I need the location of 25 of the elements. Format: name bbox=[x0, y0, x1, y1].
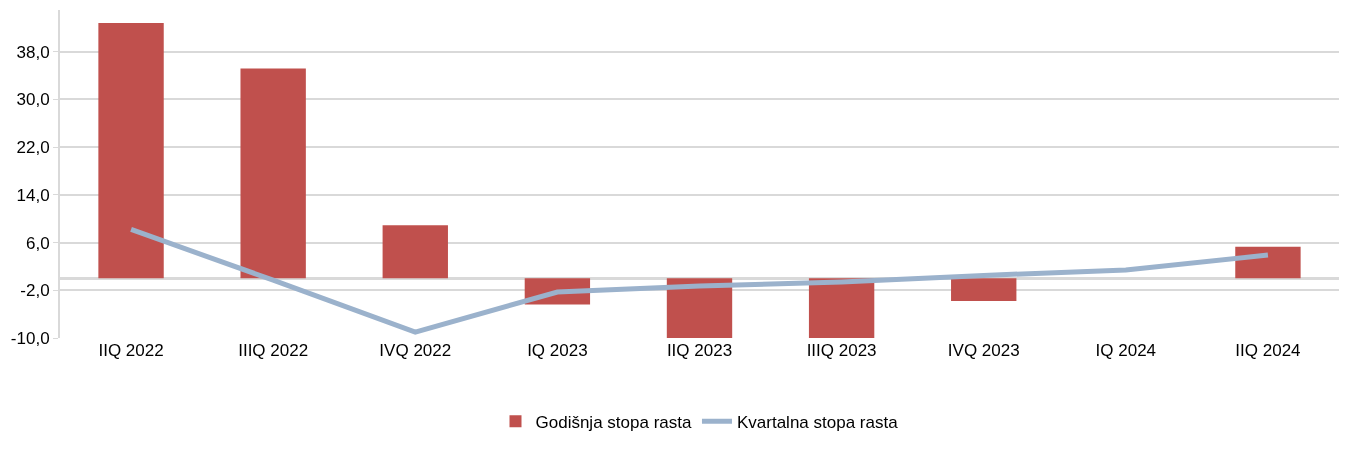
x-tick-label: IVQ 2022 bbox=[379, 341, 452, 360]
legend-label: Kvartalna stopa rasta bbox=[736, 412, 899, 432]
bar bbox=[666, 278, 733, 338]
bar bbox=[240, 68, 306, 279]
x-tick-label: IIQ 2023 bbox=[666, 341, 733, 360]
x-tick-label: IIIQ 2022 bbox=[238, 341, 309, 360]
y-tick-label: 22,0 bbox=[16, 138, 50, 158]
y-tick-label: 38,0 bbox=[16, 42, 50, 62]
bar bbox=[382, 225, 448, 279]
x-tick-label: IQ 2024 bbox=[1095, 341, 1157, 360]
bar bbox=[808, 278, 875, 338]
x-tick-label: IIIQ 2023 bbox=[806, 341, 877, 360]
x-tick-label: IIQ 2024 bbox=[1235, 341, 1301, 360]
y-tick-label: -10,0 bbox=[10, 328, 50, 348]
y-tick-label: 30,0 bbox=[16, 90, 50, 110]
x-tick-label: IIQ 2022 bbox=[98, 341, 164, 360]
y-tick-label: -2,0 bbox=[20, 281, 50, 301]
legend-label: Godišnja stopa rasta bbox=[535, 412, 692, 432]
x-tick-label: IVQ 2023 bbox=[947, 341, 1020, 360]
x-tick-label: IQ 2023 bbox=[527, 341, 588, 360]
bar bbox=[1235, 246, 1301, 279]
bar bbox=[98, 23, 164, 279]
bar bbox=[951, 278, 1017, 302]
y-tick-label: 6,0 bbox=[25, 233, 50, 253]
y-tick-label: 14,0 bbox=[16, 185, 50, 205]
